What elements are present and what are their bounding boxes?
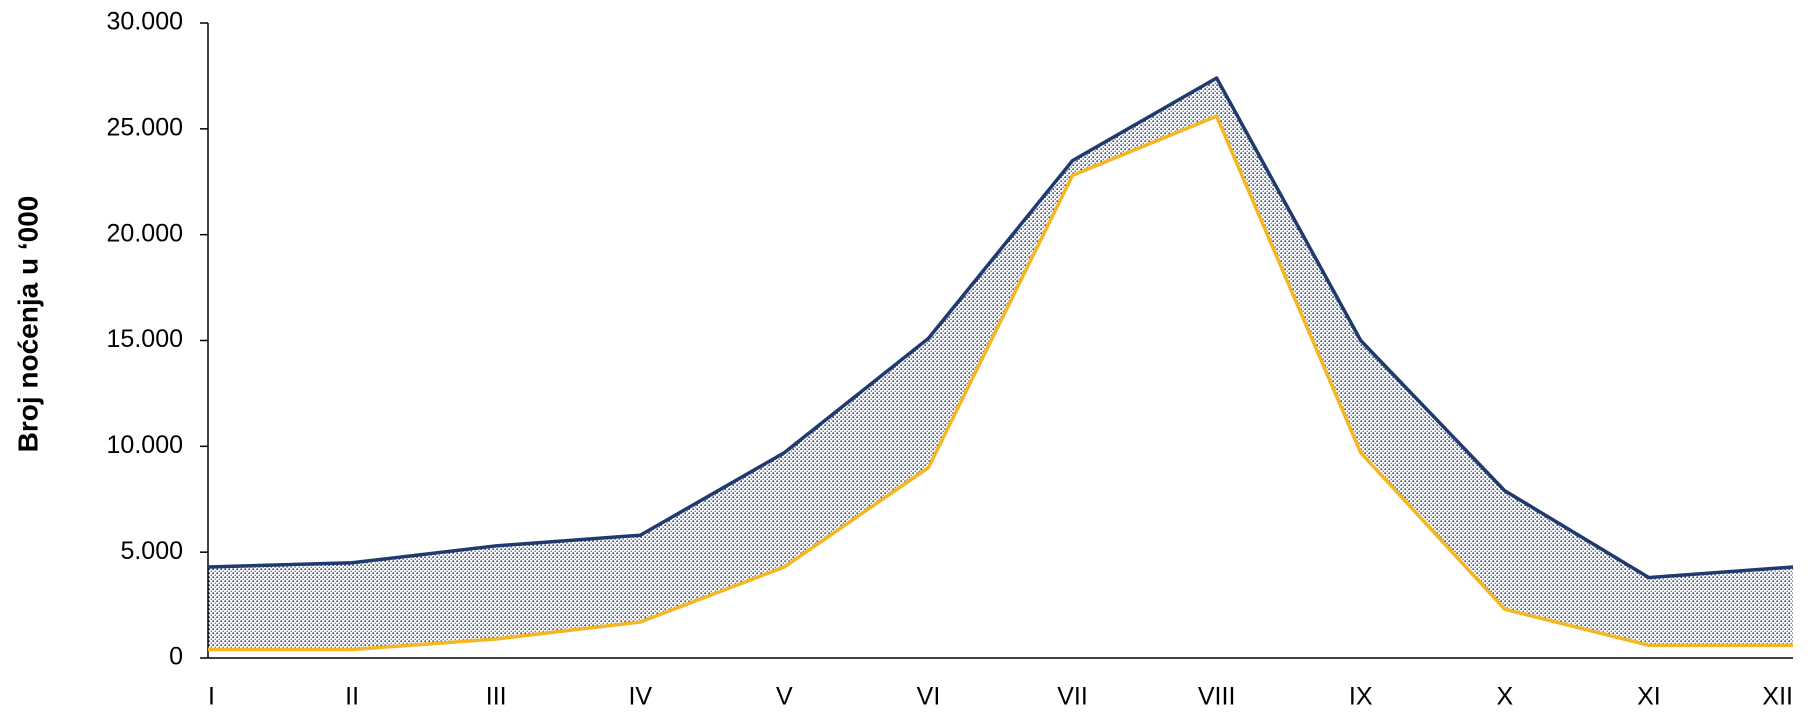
x-tick-label: VI (917, 683, 941, 711)
x-tick-label: VIII (1198, 683, 1236, 711)
x-tick-label: III (486, 683, 507, 711)
band-area (208, 78, 1793, 650)
y-tick-label: 30.000 (107, 8, 183, 36)
y-tick-label: 0 (169, 643, 183, 671)
x-tick-label: I (208, 683, 215, 711)
x-tick-label: V (776, 683, 793, 711)
x-tick-label: II (345, 683, 359, 711)
y-tick-label: 5.000 (120, 537, 183, 565)
y-tick-label: 10.000 (107, 431, 183, 459)
x-tick-label: XII (1762, 683, 1793, 711)
x-tick-label: X (1496, 683, 1513, 711)
x-tick-label: IV (628, 683, 652, 711)
x-tick-label: IX (1349, 683, 1373, 711)
series-line (207, 76, 1794, 580)
y-tick-label: 25.000 (107, 113, 183, 141)
y-axis-title: Broj noćenja u ‘000 (12, 196, 43, 453)
y-tick-label: 15.000 (107, 325, 183, 353)
x-tick-label: XI (1637, 683, 1661, 711)
y-tick-label: 20.000 (107, 219, 183, 247)
x-tick-label: VII (1057, 683, 1088, 711)
series-line (208, 114, 1793, 652)
